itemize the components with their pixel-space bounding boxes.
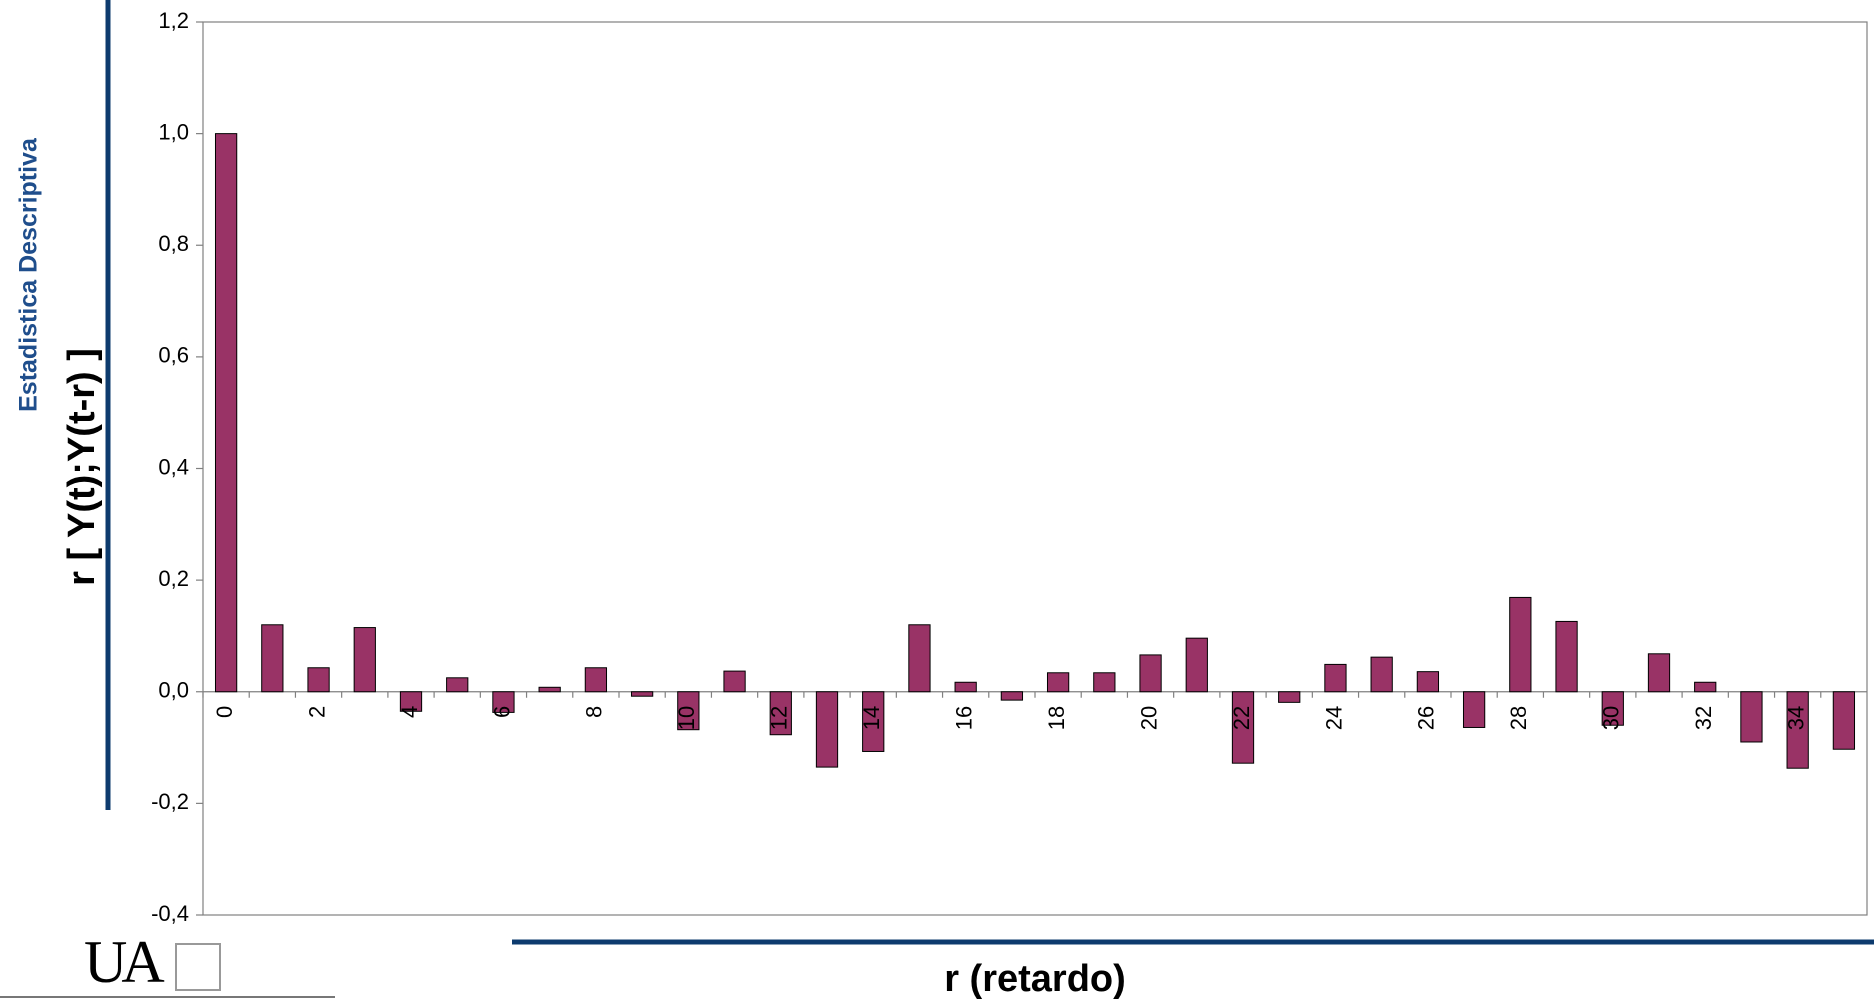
- bar: [1000, 691, 1024, 701]
- x-tick-label: 24: [1321, 706, 1346, 730]
- bar: [214, 133, 238, 693]
- bar: [307, 667, 330, 693]
- bar: [908, 624, 931, 693]
- x-tick-label: 34: [1783, 706, 1808, 730]
- x-tick-label: 8: [582, 706, 607, 718]
- bar: [1509, 596, 1532, 693]
- x-tick-label: 6: [489, 706, 514, 718]
- bar: [954, 681, 977, 693]
- y-tick-label: 0,6: [158, 343, 189, 368]
- bar: [1046, 672, 1070, 693]
- bar: [1462, 691, 1486, 728]
- y-tick-label: -0,4: [151, 901, 189, 926]
- y-tick-label: 0,0: [158, 678, 189, 703]
- bar: [862, 691, 885, 752]
- x-tick-label: 14: [859, 706, 884, 730]
- y-tick-label: 0,4: [158, 454, 189, 479]
- x-tick-label: 4: [397, 706, 422, 718]
- bar: [492, 691, 515, 713]
- plot-area: [202, 21, 1868, 916]
- bar: [584, 667, 608, 693]
- bar: [1647, 653, 1671, 693]
- bar: [1416, 671, 1440, 693]
- x-tick-label: 0: [212, 706, 237, 718]
- x-tick-label: 26: [1414, 706, 1439, 730]
- x-tick-label: 22: [1229, 706, 1254, 730]
- x-axis-label: r (retardo): [944, 958, 1126, 1000]
- bar: [1185, 637, 1208, 693]
- bar: [677, 691, 700, 731]
- bar: [1601, 691, 1624, 726]
- x-tick-label: 20: [1136, 706, 1161, 730]
- bar: [1786, 691, 1809, 769]
- bar: [1324, 663, 1347, 693]
- bar: [630, 691, 654, 697]
- bar: [1278, 691, 1301, 703]
- bar: [1694, 681, 1717, 693]
- y-tick-label: 1,2: [158, 8, 189, 33]
- side-title: Estadistica Descriptiva: [15, 137, 43, 412]
- bar: [1740, 691, 1763, 743]
- bar: [446, 677, 469, 693]
- x-tick-label: 32: [1691, 706, 1716, 730]
- bar: [538, 686, 561, 693]
- bar: [261, 624, 284, 693]
- bar: [1370, 656, 1393, 693]
- x-tick-label: 28: [1506, 706, 1531, 730]
- y-tick-label: 0,8: [158, 231, 189, 256]
- bar: [1139, 654, 1162, 693]
- bar: [815, 691, 839, 768]
- y-axis-label: r [ Y(t);Y(t-r) ]: [61, 348, 103, 586]
- bar: [399, 691, 423, 712]
- x-tick-label: 18: [1044, 706, 1069, 730]
- x-tick-label: 2: [304, 706, 329, 718]
- bar: [769, 691, 792, 736]
- bar: [1832, 691, 1856, 750]
- logo: UA: [0, 929, 335, 998]
- bar: [723, 670, 746, 693]
- bar: [353, 627, 376, 693]
- logo-text: UA: [84, 929, 164, 995]
- x-tick-label: 30: [1599, 706, 1624, 730]
- y-tick-label: 1,0: [158, 119, 189, 144]
- bar: [1093, 672, 1116, 693]
- x-tick-label: 16: [951, 706, 976, 730]
- y-tick-label: 0,2: [158, 566, 189, 591]
- bar: [1555, 620, 1578, 693]
- x-tick-label: 10: [674, 706, 699, 730]
- x-tick-label: 12: [767, 706, 792, 730]
- y-tick-label: -0,2: [151, 789, 189, 814]
- bar: [1231, 691, 1255, 764]
- logo-mark: [175, 943, 221, 991]
